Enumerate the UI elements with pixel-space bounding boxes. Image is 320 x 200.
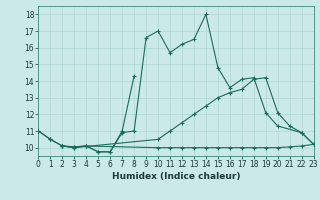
X-axis label: Humidex (Indice chaleur): Humidex (Indice chaleur) (112, 172, 240, 181)
